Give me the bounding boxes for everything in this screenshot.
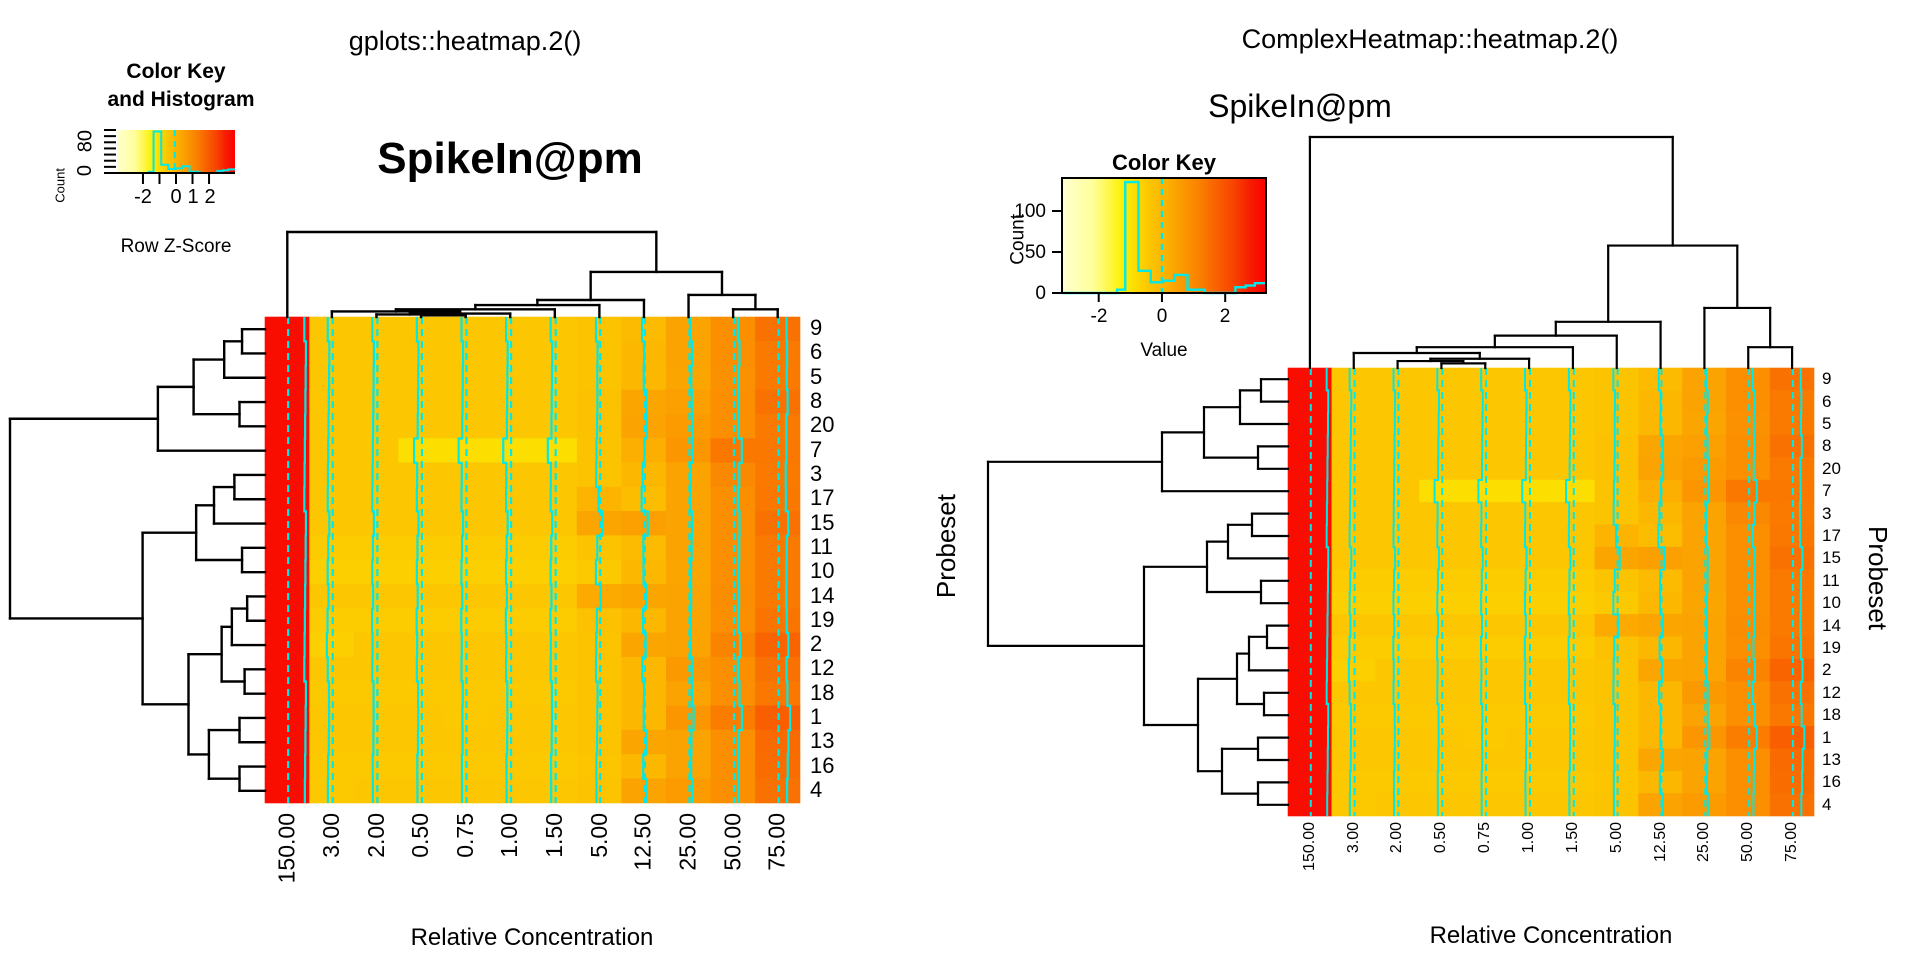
- left-heatmap-row-label: 10: [810, 558, 835, 584]
- right-colorkey-ytick-100: 100: [1014, 201, 1046, 222]
- left-colorkey-xtick-2: 2: [204, 186, 216, 208]
- right-heatmap-row-label: 12: [1822, 682, 1841, 702]
- right-heatmap-row-label: 15: [1822, 548, 1841, 568]
- left-heatmap-row-label: 7: [810, 436, 823, 462]
- left-colorkey-title-line1: Color Key: [126, 60, 226, 83]
- right-heatmap-row-label: 19: [1822, 638, 1841, 657]
- left-heatmap-row-label: 15: [810, 509, 835, 535]
- right-heatmap-col-label: 75.00: [1783, 822, 1801, 863]
- left-heatmap-row-label: 3: [810, 461, 823, 486]
- right-heatmap-row-title-left: Probeset: [931, 494, 961, 599]
- left-colorkey-count-label: Count: [53, 168, 68, 203]
- right-heatmap-row-label: 13: [1822, 750, 1841, 769]
- right-heatmap-row-label: 8: [1822, 436, 1832, 456]
- left-heatmap-row-label: 1: [810, 704, 823, 729]
- right-heatmap-col-label: 12.50: [1651, 822, 1669, 863]
- right-heatmap-row-label: 1: [1822, 727, 1832, 747]
- right-panel-title: ComplexHeatmap::heatmap.2(): [1241, 24, 1619, 54]
- left-heatmap-col-label: 50.00: [719, 813, 746, 871]
- right-heatmap-row-label: 6: [1822, 391, 1832, 411]
- left-heatmap-col-label: 1.00: [496, 813, 523, 858]
- left-colorkey-ytick-0: 0: [74, 165, 96, 177]
- left-heatmap-col-label: 0.75: [451, 813, 478, 858]
- left-heatmap-row-label: 6: [810, 339, 823, 365]
- left-colorkey-xlabel: Row Z-Score: [120, 236, 232, 257]
- left-colorkey-ytick-80: 80: [74, 130, 96, 153]
- right-heatmap-row-label: 2: [1822, 660, 1832, 680]
- left-heatmap-row-label: 2: [810, 631, 823, 656]
- left-heatmap-row-label: 8: [810, 388, 823, 414]
- left-heatmap-row-label: 9: [810, 315, 823, 341]
- left-heatmap-row-label: 17: [810, 485, 835, 511]
- right-heatmap-col-label: 5.00: [1607, 822, 1625, 854]
- left-colorkey-xtick-n2: -2: [134, 186, 152, 208]
- right-xaxis-label: Relative Concentration: [1429, 922, 1673, 949]
- left-heatmap-title: SpikeIn@pm: [377, 134, 643, 183]
- right-heatmap-col-label: 50.00: [1739, 822, 1757, 863]
- left-heatmap-col-label: 75.00: [763, 813, 790, 871]
- left-heatmap-row-label: 12: [810, 655, 835, 681]
- right-heatmap-col-label: 25.00: [1695, 822, 1713, 863]
- right-heatmap-row-label: 4: [1822, 794, 1832, 814]
- right-heatmap-col-label: 0.50: [1432, 822, 1450, 854]
- right-heatmap-row-label: 16: [1822, 772, 1841, 792]
- left-heatmap-row-label: 11: [810, 533, 833, 559]
- left-colorkey-title-line2: and Histogram: [107, 88, 255, 111]
- left-xaxis-label: Relative Concentration: [410, 924, 654, 951]
- right-colorkey-xtick-0: 0: [1156, 306, 1168, 327]
- left-colorkey-xtick-0: 0: [170, 186, 182, 208]
- left-heatmap-row-label: 19: [810, 606, 835, 632]
- right-heatmap-row-label: 9: [1822, 369, 1832, 389]
- right-heatmap-col-label: 2.00: [1388, 822, 1406, 854]
- left-heatmap-col-label: 5.00: [585, 813, 612, 858]
- right-colorkey-xtick-2: 2: [1219, 306, 1231, 327]
- right-heatmap-row-label: 14: [1822, 615, 1841, 635]
- right-heatmap-row-label: 7: [1822, 481, 1832, 501]
- left-heatmap-row-label: 20: [810, 412, 835, 438]
- left-heatmap-row-label: 5: [810, 363, 823, 389]
- left-heatmap-row-label: 14: [810, 582, 835, 608]
- left-heatmap-col-label: 150.00: [273, 813, 300, 884]
- left-panel-title: gplots::heatmap.2(): [348, 26, 582, 56]
- left-heatmap-col-label: 0.50: [407, 813, 433, 858]
- left-colorkey-xtick-1: 1: [187, 186, 199, 208]
- right-heatmap-row-label: 17: [1822, 526, 1841, 545]
- right-colorkey-xtick-n2: -2: [1090, 306, 1108, 327]
- left-heatmap-row-label: 4: [810, 776, 823, 802]
- left-heatmap-col-label: 12.50: [630, 813, 656, 871]
- right-heatmap-row-label: 3: [1822, 503, 1832, 523]
- right-heatmap-col-label: 1.00: [1520, 822, 1538, 854]
- right-heatmap-row-title-right: Probeset: [1863, 526, 1893, 631]
- right-heatmap-row-label: 10: [1822, 593, 1841, 613]
- right-colorkey-ytick-50: 50: [1024, 242, 1046, 263]
- left-heatmap-col-label: 3.00: [317, 813, 344, 858]
- left-heatmap-row-label: 18: [810, 679, 835, 705]
- right-heatmap-row-label: 20: [1822, 458, 1841, 478]
- right-heatmap-col-label: 1.50: [1563, 822, 1581, 854]
- right-heatmap-row-label: 5: [1822, 414, 1832, 433]
- right-colorkey-ytick-0: 0: [1035, 283, 1046, 304]
- left-heatmap-row-label: 16: [810, 752, 835, 778]
- right-heatmap-col-label: 0.75: [1476, 822, 1494, 854]
- right-heatmap-title: SpikeIn@pm: [1208, 88, 1392, 124]
- left-heatmap-col-label: 2.00: [362, 813, 389, 858]
- left-heatmap-col-label: 1.50: [540, 813, 567, 858]
- right-heatmap-row-label: 18: [1822, 705, 1841, 725]
- left-heatmap-col-label: 25.00: [674, 813, 701, 871]
- right-heatmap-row-label: 11: [1822, 570, 1840, 590]
- right-colorkey-xlabel: Value: [1140, 340, 1188, 361]
- right-heatmap-col-label: 150.00: [1300, 822, 1318, 871]
- right-colorkey-title: Color Key: [1112, 150, 1216, 175]
- left-heatmap-row-label: 13: [810, 728, 835, 754]
- right-heatmap-col-label: 3.00: [1344, 822, 1362, 854]
